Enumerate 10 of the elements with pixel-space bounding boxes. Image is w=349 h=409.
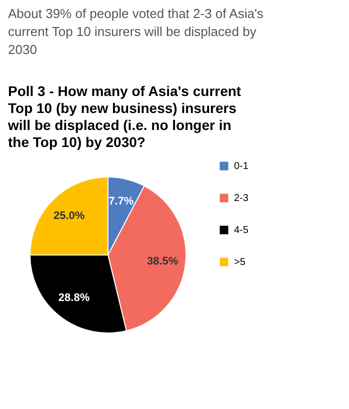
chart-title: Poll 3 - How many of Asia's current Top 10 (by new business) insurers will be displaced (i.e. no longer in the Top 10) by 2030? (7, 83, 242, 150)
legend-label: 4-5 (234, 225, 249, 236)
chart-subtitle: About 39% of people voted that 2-3 of Asia's current Top 10 insurers will be displaced by 2030 (8, 6, 264, 57)
legend-label: 0-1 (234, 161, 249, 172)
data-label: 25.0% (54, 210, 85, 222)
data-label: 7.7% (108, 196, 134, 208)
legend-label: 2-3 (234, 193, 249, 204)
data-label: 28.8% (58, 292, 90, 304)
data-label: 38.5% (146, 256, 178, 268)
legend-label: >5 (234, 257, 246, 268)
